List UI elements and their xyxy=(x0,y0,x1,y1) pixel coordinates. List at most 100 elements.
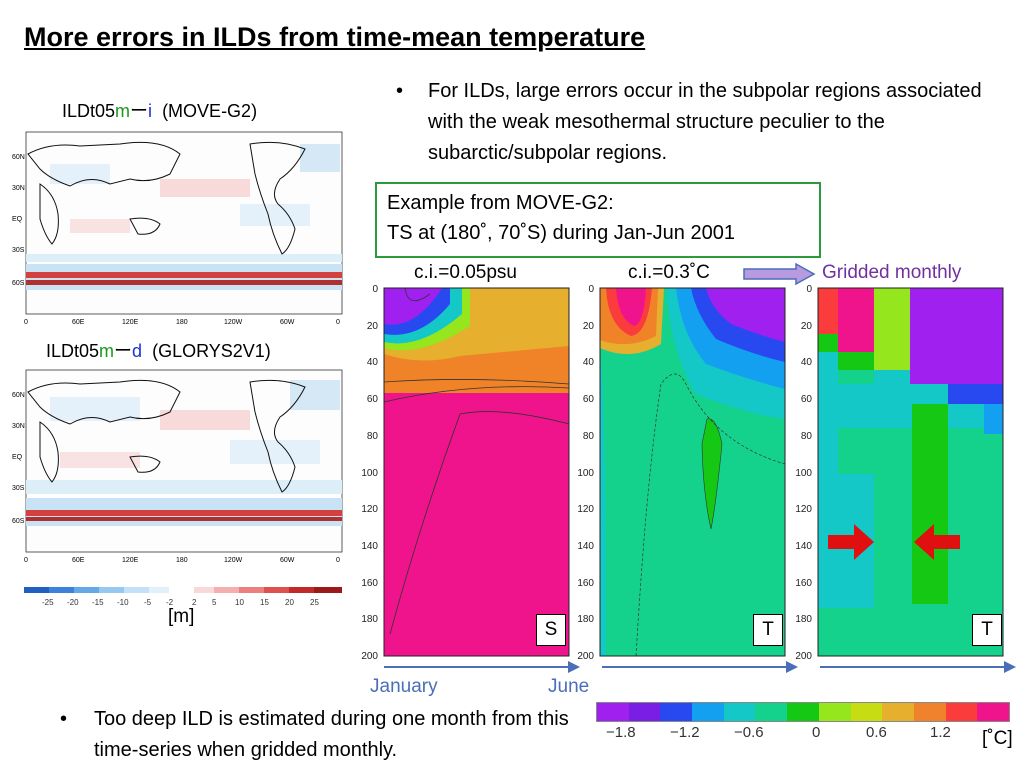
temp-colorbar-swatch xyxy=(597,703,629,721)
time-arrow-2 xyxy=(602,661,798,673)
map2-africa xyxy=(39,421,59,483)
map-colorbar-tick: -5 xyxy=(144,598,152,607)
map-colorbar-unit: [m] xyxy=(168,606,195,627)
map2-lat-tick: 60N xyxy=(12,392,25,399)
temp-colorbar-swatch xyxy=(945,703,978,721)
depth-tick: 40 xyxy=(367,357,379,368)
month-start-label: January xyxy=(370,676,438,697)
depth-tick: 120 xyxy=(795,504,812,515)
purple-arrow-shape xyxy=(743,262,816,286)
temp-colorbar-swatch xyxy=(628,703,661,721)
map2-americas xyxy=(249,379,306,493)
map1-lon-tick: 180 xyxy=(176,319,188,326)
temp-colorbar-swatch xyxy=(850,703,883,721)
map1-patch2 xyxy=(160,179,250,197)
map-colorbar-swatch xyxy=(264,587,289,593)
temp-colorbar-swatch xyxy=(787,703,819,721)
map1-americas xyxy=(249,141,306,255)
red-arrow-right-icon xyxy=(828,524,874,560)
salinity-contour xyxy=(389,411,570,635)
map1-patch5 xyxy=(300,144,340,172)
map2-patch3 xyxy=(230,440,320,464)
depth-tick: 180 xyxy=(577,614,594,625)
map2-lon-tick: 120W xyxy=(224,557,243,564)
map2-figure: 60N 30N EQ 30S 60S 0 60E 120E 180 120W 6… xyxy=(12,369,343,564)
depth-tick: 180 xyxy=(361,614,378,625)
depth-tick: 120 xyxy=(361,504,378,515)
gridded-purple3 xyxy=(948,370,1003,384)
bullet2-text: Too deep ILD is estimated during one mon… xyxy=(94,708,569,761)
map-colorbar-swatch xyxy=(49,587,74,593)
bullet-marker: • xyxy=(396,80,404,102)
depth-tick: 0 xyxy=(806,284,812,295)
gridded-red xyxy=(818,288,838,334)
map1-subpolar-band-red2 xyxy=(26,280,342,285)
map1-lon-tick: 60W xyxy=(280,319,295,326)
map1-australia xyxy=(129,217,161,235)
map-colorbar-tick: -25 xyxy=(42,598,54,607)
map2-lon-tick: 0 xyxy=(24,557,28,564)
map1-lat-tick: 60S xyxy=(12,280,25,287)
depth-tick: 100 xyxy=(795,468,812,479)
depth-tick: 20 xyxy=(801,321,813,332)
map-colorbar-tick: 15 xyxy=(260,598,269,607)
map2-australia xyxy=(129,455,161,473)
temp-colorbar-swatch xyxy=(723,703,756,721)
map2-patch4 xyxy=(60,452,140,468)
arrow-to-gridded xyxy=(743,262,816,286)
map2-lon-tick: 120E xyxy=(122,557,139,564)
gridded-monthly-label: Gridded monthly xyxy=(822,262,962,283)
month-end-label: June xyxy=(548,676,590,697)
depth-tick: 20 xyxy=(583,321,595,332)
map2-subpolar-band-red xyxy=(26,510,342,516)
panel-letter-t2: T xyxy=(972,614,1002,646)
gridded-purple2 xyxy=(910,370,948,384)
map1-lon-tick: 120W xyxy=(224,319,243,326)
temperature-contour xyxy=(635,373,786,657)
map-colorbar-tick: 2 xyxy=(192,598,197,607)
map-colorbar-swatch xyxy=(214,587,239,593)
gridded-teal-cell xyxy=(838,370,874,384)
time-arrow-1 xyxy=(384,661,580,673)
depth-tick: 100 xyxy=(577,468,594,479)
map-colorbar-swatch xyxy=(24,587,49,593)
map-colorbar-tick: -10 xyxy=(117,598,129,607)
map-colorbar-tick: 25 xyxy=(310,598,319,607)
depth-tick: 0 xyxy=(588,284,594,295)
depth-tick: 160 xyxy=(361,578,378,589)
map-colorbar-swatch xyxy=(74,587,99,593)
map1-patch3 xyxy=(240,204,310,226)
depth-tick: 140 xyxy=(795,541,812,552)
map-colorbar-swatch xyxy=(149,587,169,593)
map2-lat-tick: EQ xyxy=(12,454,23,461)
map1-dash: ー xyxy=(130,101,149,121)
map1-lon-tick: 60E xyxy=(72,319,85,326)
map1-lat-tick: 30S xyxy=(12,247,25,254)
depth-tick: 160 xyxy=(795,578,812,589)
bullet-marker: • xyxy=(60,708,68,730)
temperature-panel: 0 20 40 60 80 100 120 140 160 180 200 xyxy=(577,284,786,660)
gridded-lime xyxy=(874,288,910,370)
map2-lon-tick: 0 xyxy=(336,557,340,564)
arrow-head-icon xyxy=(568,661,580,673)
gridded-purple xyxy=(910,288,1003,370)
map-colorbar-tick: -15 xyxy=(92,598,104,607)
map1-lat-tick: 60N xyxy=(12,154,25,161)
depth-tick: 140 xyxy=(577,541,594,552)
example-box-line2: TS at (180˚, 70˚S) during Jan-Jun 2001 xyxy=(387,222,735,244)
gridded-blue xyxy=(948,384,1003,404)
arrow-head-icon xyxy=(786,661,798,673)
map-colorbar-tick: 10 xyxy=(235,598,244,607)
ci-temperature-label: c.i.=0.3˚C xyxy=(628,262,710,283)
depth-tick: 80 xyxy=(367,431,379,442)
gridded-panel: 0 20 40 60 80 100 120 140 160 180 200 xyxy=(795,284,1004,660)
temp-colorbar-swatch xyxy=(882,703,914,721)
temperature-cyan-left xyxy=(600,354,606,656)
red-arrow-left-icon xyxy=(914,524,960,560)
map1-subpolar-band-red xyxy=(26,272,342,278)
map2-lon-tick: 60E xyxy=(72,557,85,564)
temp-colorbar-tick: 0 xyxy=(812,724,821,741)
salinity-contour xyxy=(383,379,570,385)
map2-lon-tick: 180 xyxy=(176,557,188,564)
gridded-cyan-left xyxy=(818,428,838,608)
